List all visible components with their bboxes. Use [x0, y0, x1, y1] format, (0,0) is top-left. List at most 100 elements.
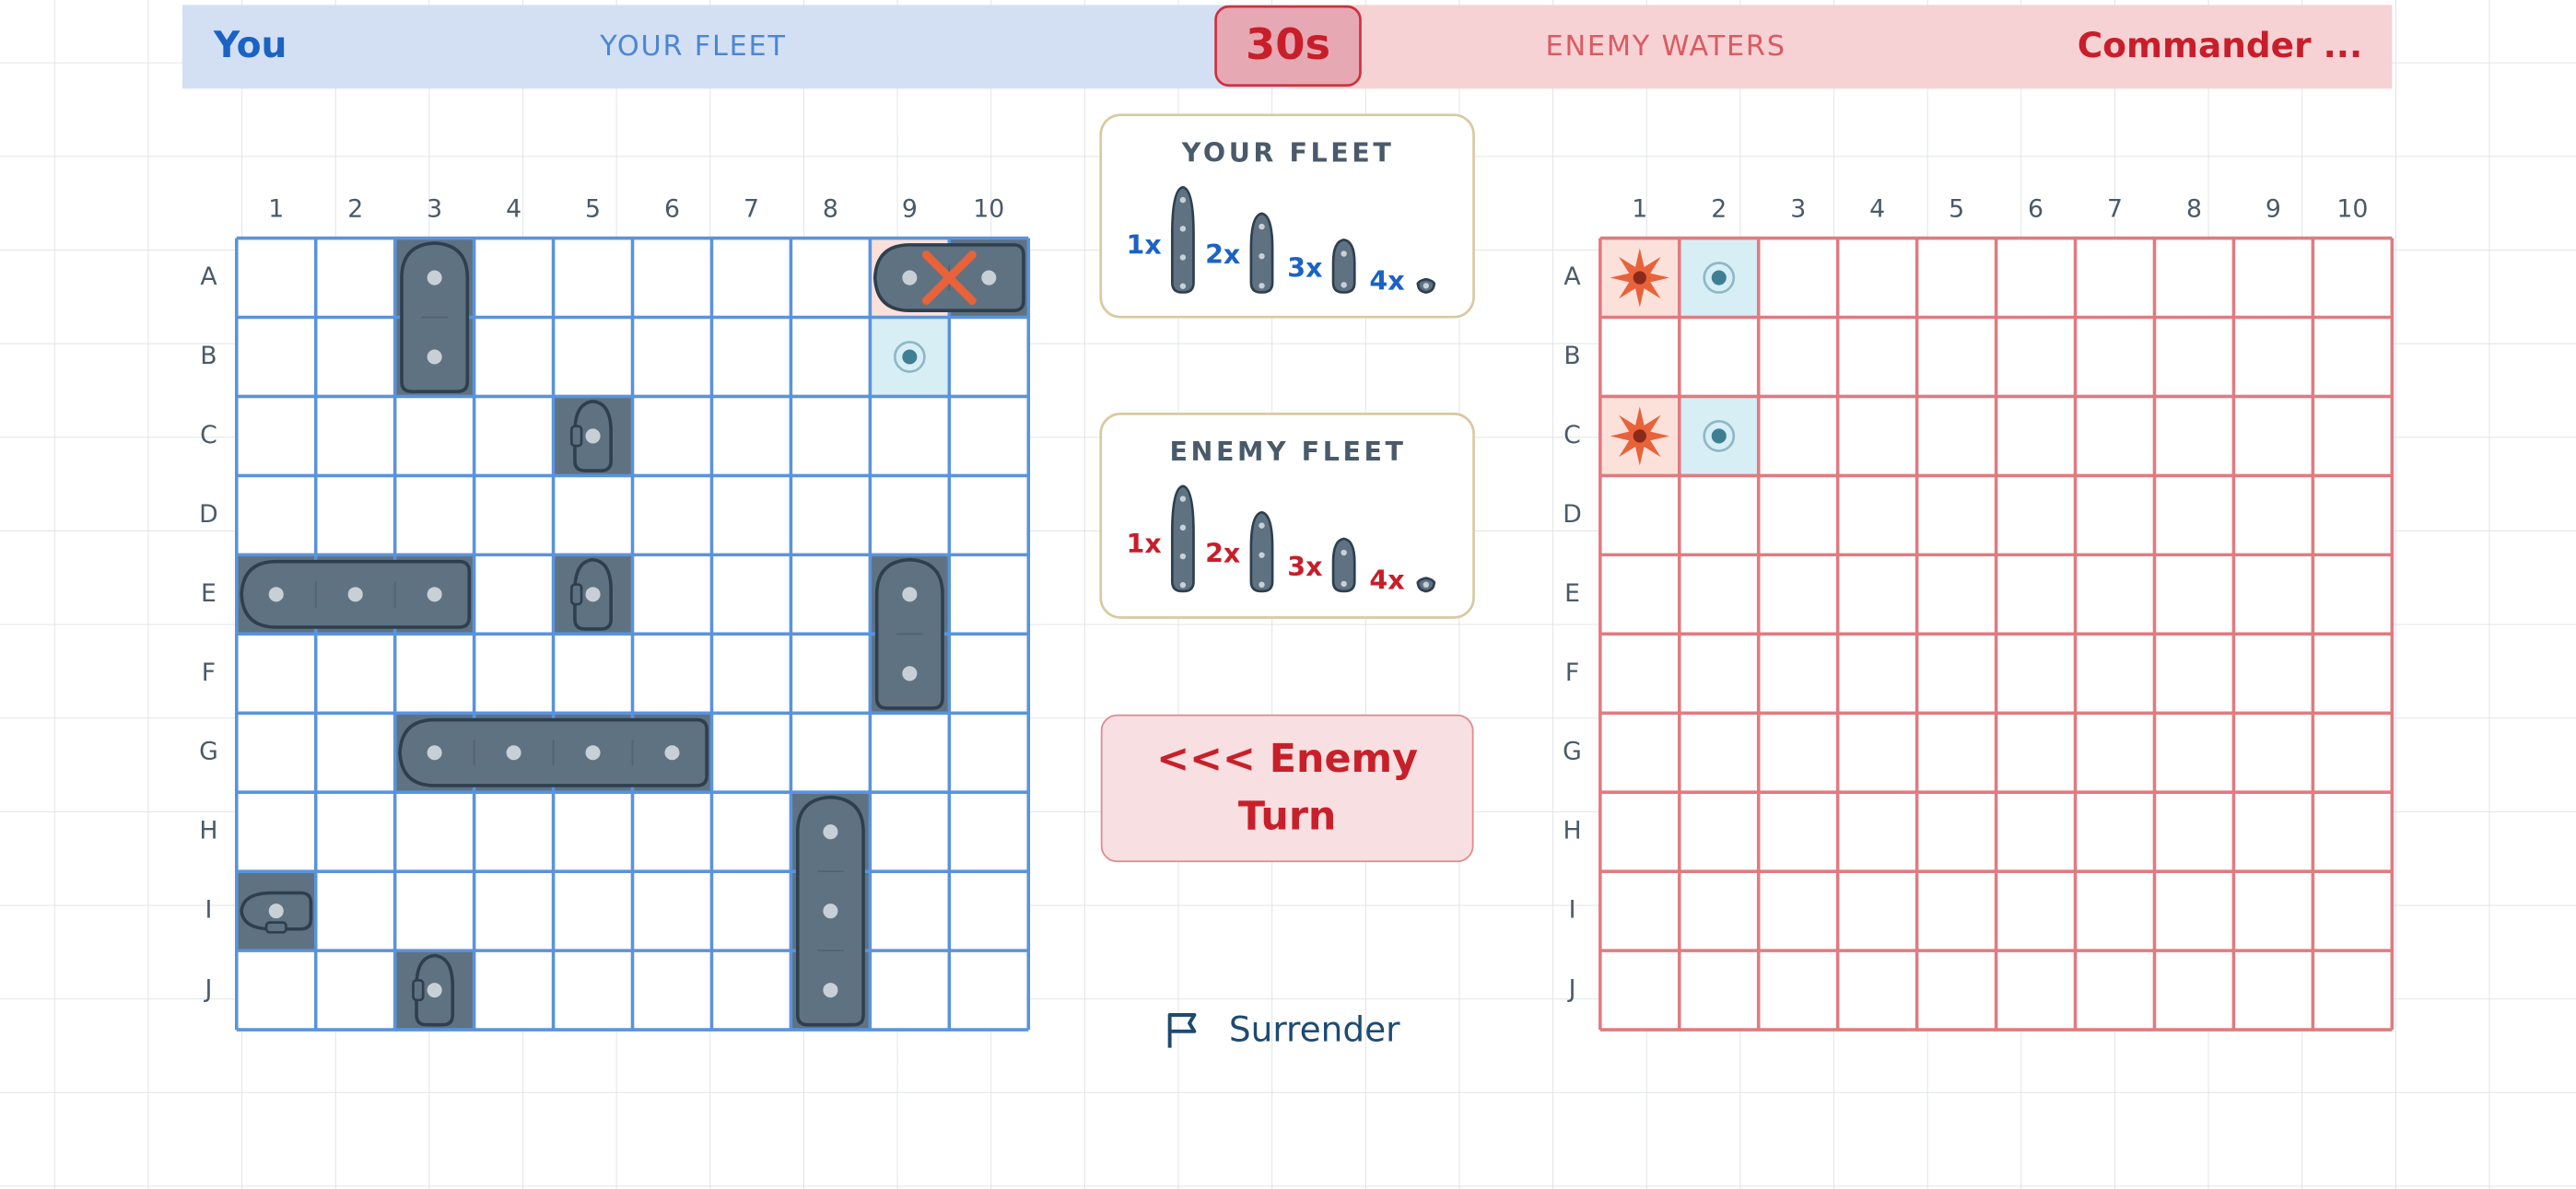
target-cell[interactable] [2233, 634, 2313, 714]
flag-icon[interactable] [1167, 1013, 1197, 1048]
target-cell[interactable] [2154, 554, 2234, 635]
target-cell[interactable] [2154, 238, 2234, 318]
target-cell[interactable] [1679, 475, 1759, 555]
target-cell[interactable] [1837, 396, 1917, 476]
target-cell[interactable] [1837, 238, 1917, 318]
target-cell[interactable] [1837, 950, 1917, 1031]
target-cell[interactable] [2075, 238, 2155, 318]
target-cell[interactable] [2075, 554, 2155, 635]
target-cell[interactable] [1996, 554, 2076, 635]
target-cell[interactable] [1916, 871, 1996, 951]
target-cell[interactable] [1996, 871, 2076, 951]
target-cell[interactable] [1758, 238, 1838, 318]
target-cell[interactable] [1916, 713, 1996, 793]
target-cell[interactable] [2233, 713, 2313, 793]
target-cell[interactable] [2233, 792, 2313, 872]
target-cell[interactable] [2313, 396, 2393, 476]
target-cell[interactable] [1758, 871, 1838, 951]
target-cell[interactable] [1996, 792, 2076, 872]
cell-fill [870, 475, 950, 555]
target-cell[interactable] [1916, 634, 1996, 714]
target-cell[interactable] [2075, 475, 2155, 555]
target-cell[interactable] [1916, 554, 1996, 635]
target-cell[interactable] [2233, 475, 2313, 555]
target-cell[interactable] [2154, 871, 2234, 951]
target-cell[interactable] [2233, 554, 2313, 635]
target-cell[interactable] [2075, 713, 2155, 793]
target-cell[interactable] [1916, 238, 1996, 318]
target-cell[interactable] [1599, 475, 1680, 555]
target-cell[interactable] [1599, 634, 1680, 714]
target-cell[interactable] [2313, 713, 2393, 793]
surrender-button[interactable]: Surrender [1229, 1008, 1400, 1049]
target-cell[interactable] [1996, 634, 2076, 714]
target-cell[interactable] [1599, 554, 1680, 635]
target-cell[interactable] [2075, 634, 2155, 714]
target-cell[interactable] [1758, 317, 1838, 397]
target-cell[interactable] [1996, 396, 2076, 476]
target-cell[interactable] [1679, 950, 1759, 1031]
target-cell[interactable] [1758, 634, 1838, 714]
target-cell[interactable] [2154, 396, 2234, 476]
target-cell[interactable] [1837, 554, 1917, 635]
target-cell[interactable] [2075, 317, 2155, 397]
target-cell[interactable] [1837, 317, 1917, 397]
target-cell[interactable] [1679, 713, 1759, 793]
target-cell[interactable] [1679, 634, 1759, 714]
target-cell[interactable] [2154, 317, 2234, 397]
target-cell[interactable] [1916, 792, 1996, 872]
target-cell[interactable] [2075, 950, 2155, 1031]
target-cell[interactable] [1758, 713, 1838, 793]
target-cell[interactable] [1837, 475, 1917, 555]
target-cell[interactable] [1916, 475, 1996, 555]
target-cell[interactable] [2313, 950, 2393, 1031]
target-cell[interactable] [1679, 317, 1759, 397]
target-cell[interactable] [1996, 317, 2076, 397]
target-cell[interactable] [1599, 317, 1680, 397]
target-cell[interactable] [1599, 871, 1680, 951]
target-cell[interactable] [2313, 792, 2393, 872]
target-cell[interactable] [1916, 950, 1996, 1031]
target-cell[interactable] [2313, 554, 2393, 635]
target-cell[interactable] [1599, 950, 1680, 1031]
target-cell[interactable] [2075, 792, 2155, 872]
target-cell[interactable] [2313, 871, 2393, 951]
target-cell[interactable] [1599, 713, 1680, 793]
target-cell[interactable] [1758, 554, 1838, 635]
target-cell[interactable] [2154, 475, 2234, 555]
target-cell[interactable] [2313, 317, 2393, 397]
target-cell[interactable] [2154, 634, 2234, 714]
target-cell[interactable] [2233, 950, 2313, 1031]
target-cell[interactable] [1679, 871, 1759, 951]
target-cell[interactable] [2233, 871, 2313, 951]
target-cell[interactable] [1837, 634, 1917, 714]
target-cell[interactable] [2313, 475, 2393, 555]
target-cell[interactable] [1837, 792, 1917, 872]
target-cell[interactable] [1996, 475, 2076, 555]
target-cell[interactable] [2313, 634, 2393, 714]
target-cell[interactable] [1996, 238, 2076, 318]
target-cell[interactable] [2233, 317, 2313, 397]
target-cell[interactable] [1758, 950, 1838, 1031]
target-cell[interactable] [2233, 396, 2313, 476]
target-cell[interactable] [2154, 713, 2234, 793]
target-cell[interactable] [2233, 238, 2313, 318]
target-cell[interactable] [1758, 396, 1838, 476]
turn-indicator[interactable]: <<< Enemy Turn [1100, 714, 1474, 863]
target-cell[interactable] [1916, 317, 1996, 397]
target-cell[interactable] [1837, 871, 1917, 951]
target-cell[interactable] [2313, 238, 2393, 318]
target-cell[interactable] [1996, 950, 2076, 1031]
target-cell[interactable] [2154, 950, 2234, 1031]
target-cell[interactable] [1599, 792, 1680, 872]
target-cell[interactable] [1679, 792, 1759, 872]
target-cell[interactable] [1758, 792, 1838, 872]
target-cell[interactable] [2075, 871, 2155, 951]
target-cell[interactable] [1679, 554, 1759, 635]
target-cell[interactable] [1758, 475, 1838, 555]
target-cell[interactable] [1916, 396, 1996, 476]
target-cell[interactable] [1837, 713, 1917, 793]
target-cell[interactable] [2154, 792, 2234, 872]
target-cell[interactable] [2075, 396, 2155, 476]
target-cell[interactable] [1996, 713, 2076, 793]
